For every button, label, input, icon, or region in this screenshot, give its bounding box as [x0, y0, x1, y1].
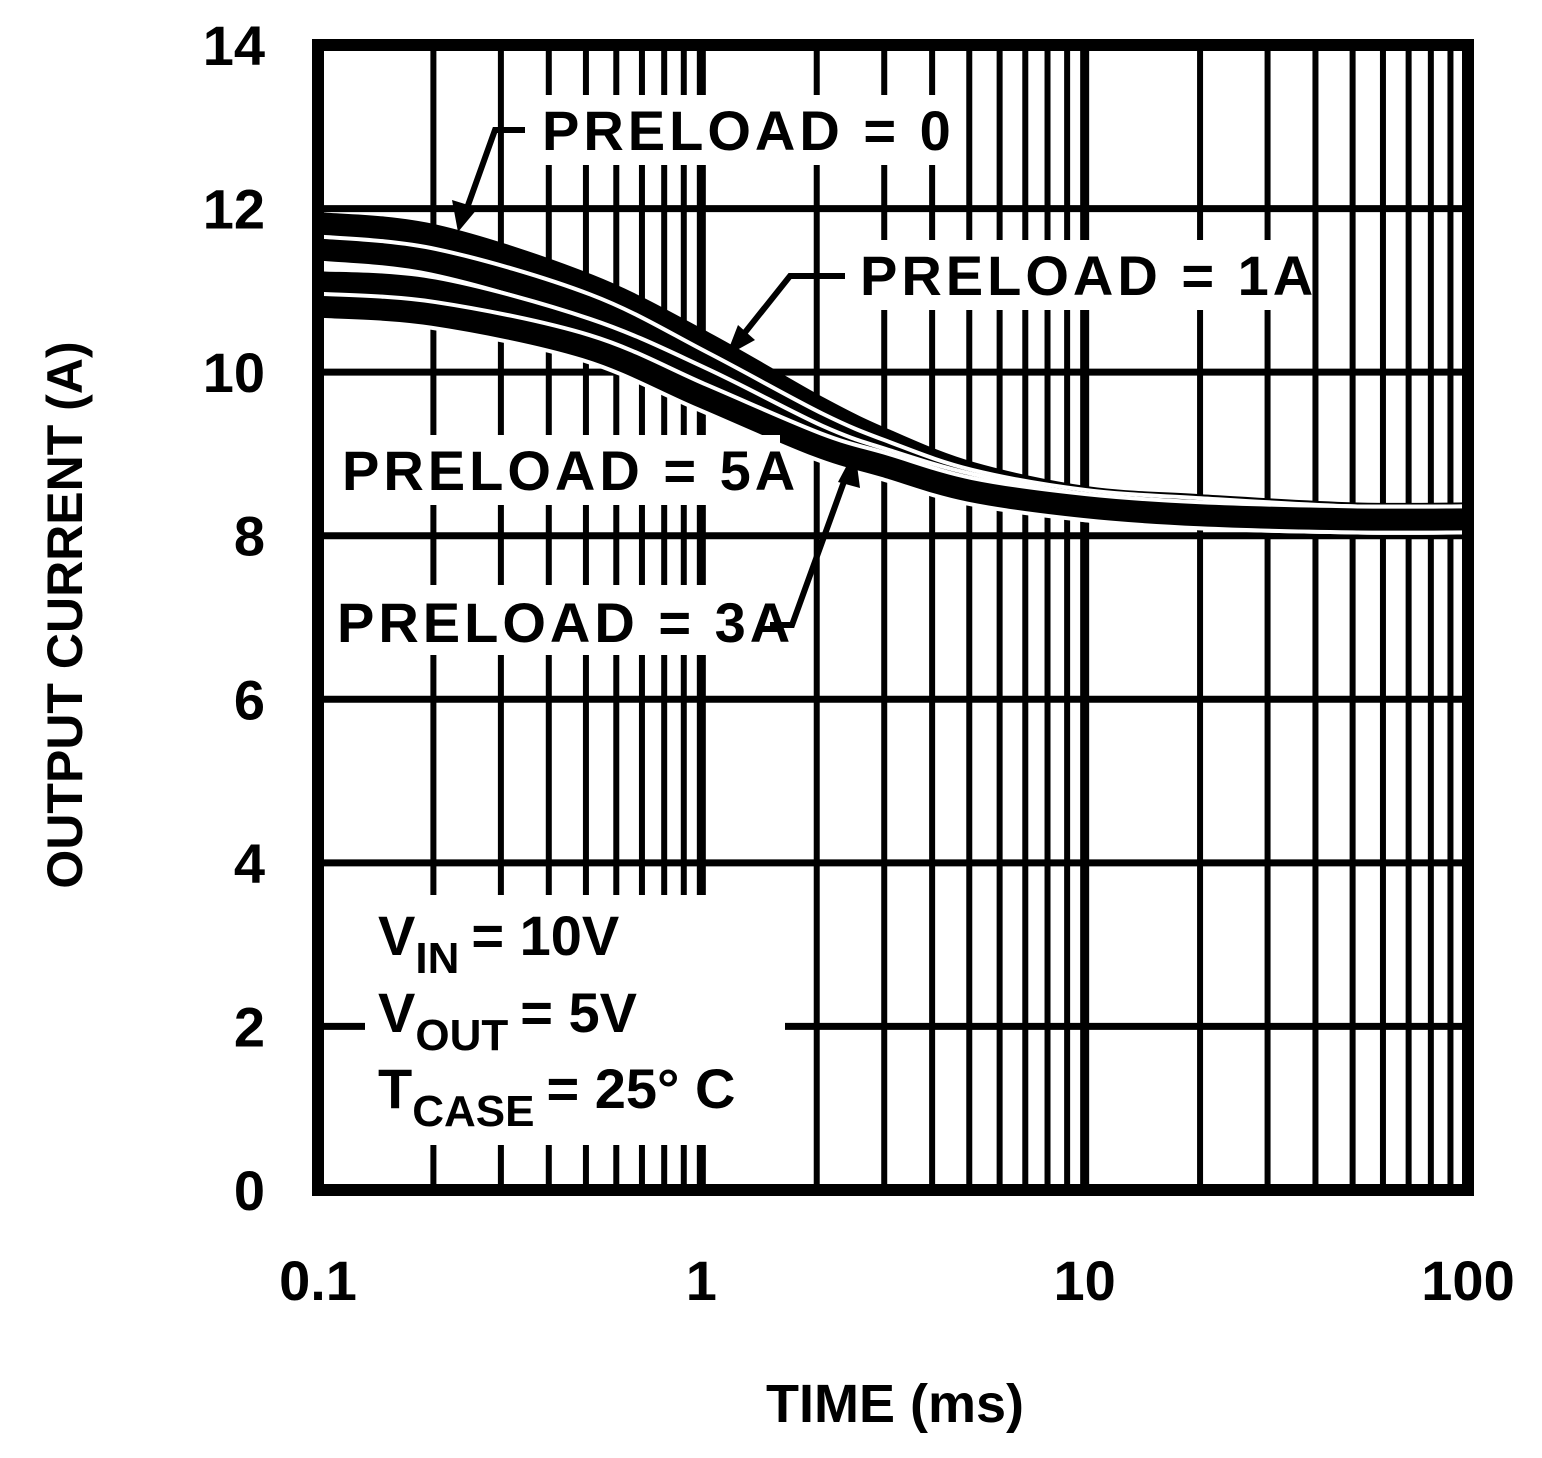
- x-axis-label: TIME (ms): [766, 1374, 1024, 1434]
- x-tick-label: 10: [1054, 1249, 1116, 1312]
- condition-vout: VOUT = 5V: [378, 981, 637, 1060]
- conditions: VIN = 10V VOUT = 5V TCASE = 25° C: [378, 904, 735, 1136]
- x-tick-labels: 0.1 1 10 100: [279, 1249, 1515, 1312]
- y-tick-labels: 0 2 4 6 8 10 12 14: [203, 14, 265, 1222]
- y-tick-label: 2: [234, 995, 265, 1058]
- x-tick-label: 0.1: [279, 1249, 357, 1312]
- arrow-preload-1a: [732, 273, 845, 347]
- label-preload-5a: PRELOAD = 5A: [342, 439, 799, 502]
- y-axis-label: OUTPUT CURRENT (A): [37, 341, 93, 888]
- condition-vin: VIN = 10V: [378, 904, 619, 983]
- x-tick-label: 1: [686, 1249, 717, 1312]
- y-tick-label: 4: [234, 832, 265, 895]
- label-preload-0: PRELOAD = 0: [542, 99, 955, 162]
- arrow-preload-0: [459, 127, 525, 224]
- y-tick-label: 0: [234, 1159, 265, 1222]
- label-bg: [330, 585, 770, 655]
- conditions-bg: [365, 895, 785, 1145]
- y-tick-label: 12: [203, 178, 265, 241]
- y-tick-label: 10: [203, 341, 265, 404]
- label-bg: [335, 435, 780, 505]
- arrowhead: [838, 450, 860, 488]
- condition-tcase: TCASE = 25° C: [378, 1057, 735, 1136]
- plot-frame: [312, 39, 1474, 1196]
- arrow-preload-3a: [770, 463, 853, 628]
- grid: [313, 41, 1468, 1194]
- label-preload-1a: PRELOAD = 1A: [860, 244, 1317, 307]
- curves: [316, 212, 1469, 537]
- series-line-3: [317, 295, 1469, 531]
- arrowhead: [452, 200, 478, 232]
- y-tick-label: 14: [203, 14, 265, 77]
- arrowhead: [726, 325, 755, 356]
- x-tick-label: 100: [1421, 1249, 1514, 1312]
- label-bg: [530, 95, 940, 165]
- y-tick-label: 8: [234, 505, 265, 568]
- y-tick-label: 6: [234, 668, 265, 731]
- label-bg: [850, 240, 1295, 310]
- label-preload-3a: PRELOAD = 3A: [337, 591, 794, 654]
